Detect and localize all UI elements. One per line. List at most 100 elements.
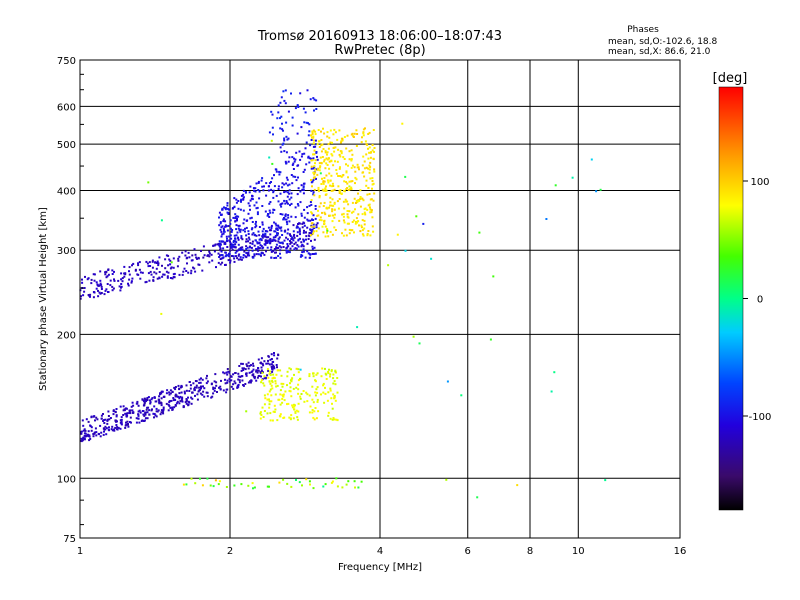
data-point [313,418,316,421]
data-point [202,390,205,393]
data-point [315,230,318,233]
data-point [369,156,372,159]
data-point [82,437,84,440]
data-point [329,417,332,420]
data-point [80,295,82,298]
data-point [316,214,319,217]
data-point [460,394,463,397]
data-point [202,385,204,388]
data-point [324,235,327,238]
data-point [327,411,330,414]
data-point [314,205,317,207]
data-point [327,181,330,184]
data-point [373,147,376,149]
data-point [297,388,300,391]
data-point [335,169,338,171]
data-point [387,264,390,267]
data-point [281,234,284,236]
data-point [191,391,194,394]
data-point [269,370,271,373]
data-point [272,366,275,368]
data-point [329,387,332,390]
data-point [313,410,316,413]
data-point [259,362,262,364]
data-point [313,188,316,191]
data-point [350,158,353,161]
data-point [271,113,274,116]
data-point [190,272,193,275]
data-point [182,483,185,486]
data-point [83,287,86,289]
data-point [286,138,289,141]
data-point [273,248,276,250]
data-point [123,272,126,275]
data-point [238,253,241,256]
data-point [291,124,294,127]
data-point [331,233,334,236]
data-point [310,228,313,231]
data-point [264,377,267,380]
data-point [127,425,130,428]
data-point [318,140,321,143]
data-point [311,159,314,162]
data-point [109,284,112,287]
data-point [314,380,317,383]
data-point [359,196,362,198]
data-point [401,122,404,125]
data-point [277,225,280,228]
data-point [274,239,277,242]
data-point [324,149,327,152]
data-point [226,207,229,210]
data-point [224,382,227,385]
data-point [230,385,233,388]
data-point [93,432,96,435]
data-point [311,385,314,388]
data-point [595,190,598,193]
data-point [312,193,315,196]
data-point [164,267,167,270]
data-point [312,157,315,160]
data-point [297,371,300,374]
data-point [252,364,255,367]
data-point [116,428,119,431]
data-point [242,256,245,259]
data-point [120,422,123,425]
data-point [357,486,360,489]
data-point [252,368,255,371]
data-point [294,175,297,178]
data-point [130,405,133,408]
data-point [312,167,315,170]
data-point [326,399,329,402]
data-point [221,233,224,236]
data-point [108,418,111,421]
data-point [339,166,341,169]
data-point [365,166,368,169]
data-point [228,371,231,374]
data-point [329,389,332,392]
data-point [198,386,201,389]
data-point [322,382,325,385]
data-point [83,437,86,440]
data-point [104,425,107,428]
data-point [276,419,279,422]
data-point [355,145,358,147]
data-point [313,153,316,156]
data-point [269,382,272,385]
data-point [362,155,365,158]
data-point [312,230,315,233]
data-point [167,403,170,406]
data-point [311,132,314,135]
data-point [265,194,268,197]
data-point [99,284,102,287]
data-point [366,208,369,211]
data-point [145,260,148,263]
data-point [259,417,262,420]
data-point [95,431,98,434]
data-point [372,199,375,202]
data-point [235,228,238,231]
data-point [259,412,262,415]
data-point [201,393,204,396]
data-point [301,484,303,487]
data-point [181,273,184,276]
data-point [284,230,286,233]
